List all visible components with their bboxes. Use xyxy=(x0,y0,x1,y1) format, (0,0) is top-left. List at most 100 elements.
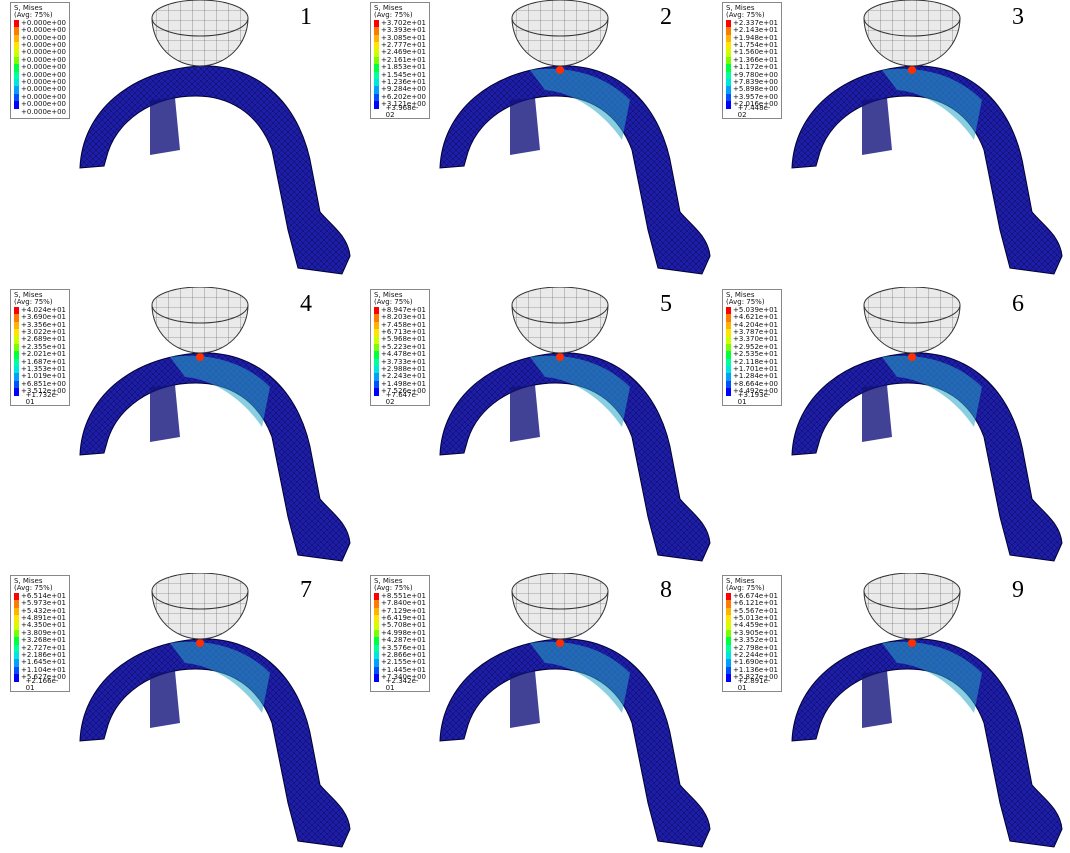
legend-row: +5.708e+01 xyxy=(374,621,426,630)
legend-row: +2.952e+01 xyxy=(726,343,778,352)
legend-swatch xyxy=(726,321,732,329)
legend-subtitle: (Avg: 75%) xyxy=(14,11,53,20)
legend-swatch xyxy=(14,101,20,109)
legend-row: +7.340e+00 xyxy=(374,673,426,682)
legend-swatch xyxy=(14,358,20,366)
legend-swatch xyxy=(726,396,736,403)
legend-row: +0.000e+00 xyxy=(14,48,66,57)
legend: S, Mises (Avg: 75%) +6.514e+01 +5.973e+01 +5… xyxy=(10,575,70,692)
legend-value: +7.340e+00 xyxy=(381,673,426,682)
legend-swatch xyxy=(374,343,380,352)
legend-row: +8.664e+00 xyxy=(726,380,778,389)
legend-value: +5.567e+01 xyxy=(733,606,778,615)
legend-row: +7.526e+00 xyxy=(374,387,426,396)
legend-value: +5.223e+01 xyxy=(381,342,426,351)
legend-value: +1.701e+01 xyxy=(733,364,778,373)
legend-swatch xyxy=(374,71,380,79)
legend-value: +4.459e+01 xyxy=(733,621,778,630)
legend-row: +7.647e-02 xyxy=(374,391,426,406)
legend-row: +8.947e+01 xyxy=(374,306,426,315)
legend-row: +2.118e+01 xyxy=(726,357,778,366)
panel: S, Mises (Avg: 75%) +4.024e+01 +3.690e+01 +3… xyxy=(0,287,357,571)
legend-swatch xyxy=(374,682,384,689)
legend-value: +4.621e+01 xyxy=(733,313,778,322)
legend-swatch xyxy=(14,629,20,638)
simulation-render xyxy=(439,287,711,562)
legend-value: +3.393e+01 xyxy=(381,26,426,35)
legend-swatch xyxy=(14,321,20,329)
legend-row: +4.204e+01 xyxy=(726,321,778,329)
legend-row: +1.690e+01 xyxy=(726,658,778,667)
legend-value: +4.024e+01 xyxy=(21,305,66,314)
legend-swatch xyxy=(14,396,24,403)
legend-row: +6.713e+01 xyxy=(374,327,426,337)
legend-swatch xyxy=(374,644,380,652)
legend-swatch xyxy=(374,336,380,344)
legend-swatch xyxy=(726,64,732,72)
legend-value: +4.287e+01 xyxy=(381,636,426,645)
legend-row: +2.016e+00 xyxy=(726,100,778,109)
legend-swatch xyxy=(726,93,732,102)
legend-row: +2.891e-01 xyxy=(726,677,778,692)
legend-value: +2.118e+01 xyxy=(733,357,778,366)
legend-row: +4.998e+01 xyxy=(374,628,426,638)
legend-value: +0.000e+00 xyxy=(21,33,66,42)
impactor-top xyxy=(151,0,249,37)
legend-swatch xyxy=(374,314,380,322)
legend-row: +4.287e+01 xyxy=(374,636,426,645)
legend-swatch xyxy=(14,622,20,630)
legend-subtitle: (Avg: 75%) xyxy=(726,11,765,20)
legend-swatch xyxy=(726,27,732,35)
legend-swatch xyxy=(14,336,20,344)
legend-swatch xyxy=(14,49,20,57)
legend-row: +0.000e+00 xyxy=(14,93,66,102)
legend-value: +3.370e+01 xyxy=(733,335,778,344)
legend-value: +3.085e+01 xyxy=(381,33,426,42)
legend-swatch xyxy=(374,34,380,42)
legend-value: +4.492e+00 xyxy=(733,387,778,396)
legend-value: +1.754e+01 xyxy=(733,40,778,49)
legend-value: +2.689e+01 xyxy=(21,335,66,344)
helmet xyxy=(791,638,1063,848)
helmet xyxy=(79,638,351,848)
legend: S, Mises (Avg: 75%) +3.702e+01 +3.393e+01 +3… xyxy=(370,2,430,119)
legend-value: +4.998e+01 xyxy=(381,628,426,637)
legend-swatch xyxy=(14,328,20,337)
legend-row: +2.342e-01 xyxy=(374,677,426,692)
legend-value: +6.419e+01 xyxy=(381,613,426,622)
legend-swatch xyxy=(14,666,20,675)
legend-row: +7.839e+00 xyxy=(726,78,778,87)
legend-title: S, Mises xyxy=(726,577,755,585)
legend-row: +5.039e+01 xyxy=(726,306,778,315)
legend-subtitle: (Avg: 75%) xyxy=(374,11,413,20)
legend-row: +6.202e+00 xyxy=(374,93,426,102)
legend-swatch xyxy=(14,674,20,682)
helmet-inner xyxy=(862,671,892,728)
legend-row: +3.809e+01 xyxy=(14,628,66,638)
legend-row: +3.393e+01 xyxy=(374,26,426,35)
legend-row: +0.000e+00 xyxy=(14,26,66,35)
legend-row: +1.136e+01 xyxy=(726,666,778,675)
stress-region xyxy=(530,68,630,140)
legend-row: +6.419e+01 xyxy=(374,613,426,623)
legend-value: +6.713e+01 xyxy=(381,327,426,336)
panel-number: 8 xyxy=(660,577,672,603)
legend-value: +3.809e+01 xyxy=(21,628,66,637)
helmet-inner xyxy=(510,671,540,728)
simulation-render xyxy=(79,0,351,275)
legend-value: +8.551e+01 xyxy=(381,591,426,600)
legend-swatch xyxy=(726,358,732,366)
stress-peak xyxy=(908,66,916,74)
legend-value: +4.891e+01 xyxy=(21,613,66,622)
legend-value: +1.284e+01 xyxy=(733,372,778,381)
legend-value: +3.957e+00 xyxy=(733,92,778,101)
panel-number: 1 xyxy=(300,4,312,30)
panel-number: 5 xyxy=(660,291,672,317)
legend-row: +3.576e+01 xyxy=(374,644,426,652)
legend-value: +5.432e+01 xyxy=(21,606,66,615)
legend-row: +9.780e+00 xyxy=(726,71,778,79)
legend-value: +3.022e+01 xyxy=(21,327,66,336)
legend-row: +5.432e+01 xyxy=(14,606,66,615)
legend-value: +1.236e+01 xyxy=(381,77,426,86)
legend-swatch xyxy=(374,27,380,35)
